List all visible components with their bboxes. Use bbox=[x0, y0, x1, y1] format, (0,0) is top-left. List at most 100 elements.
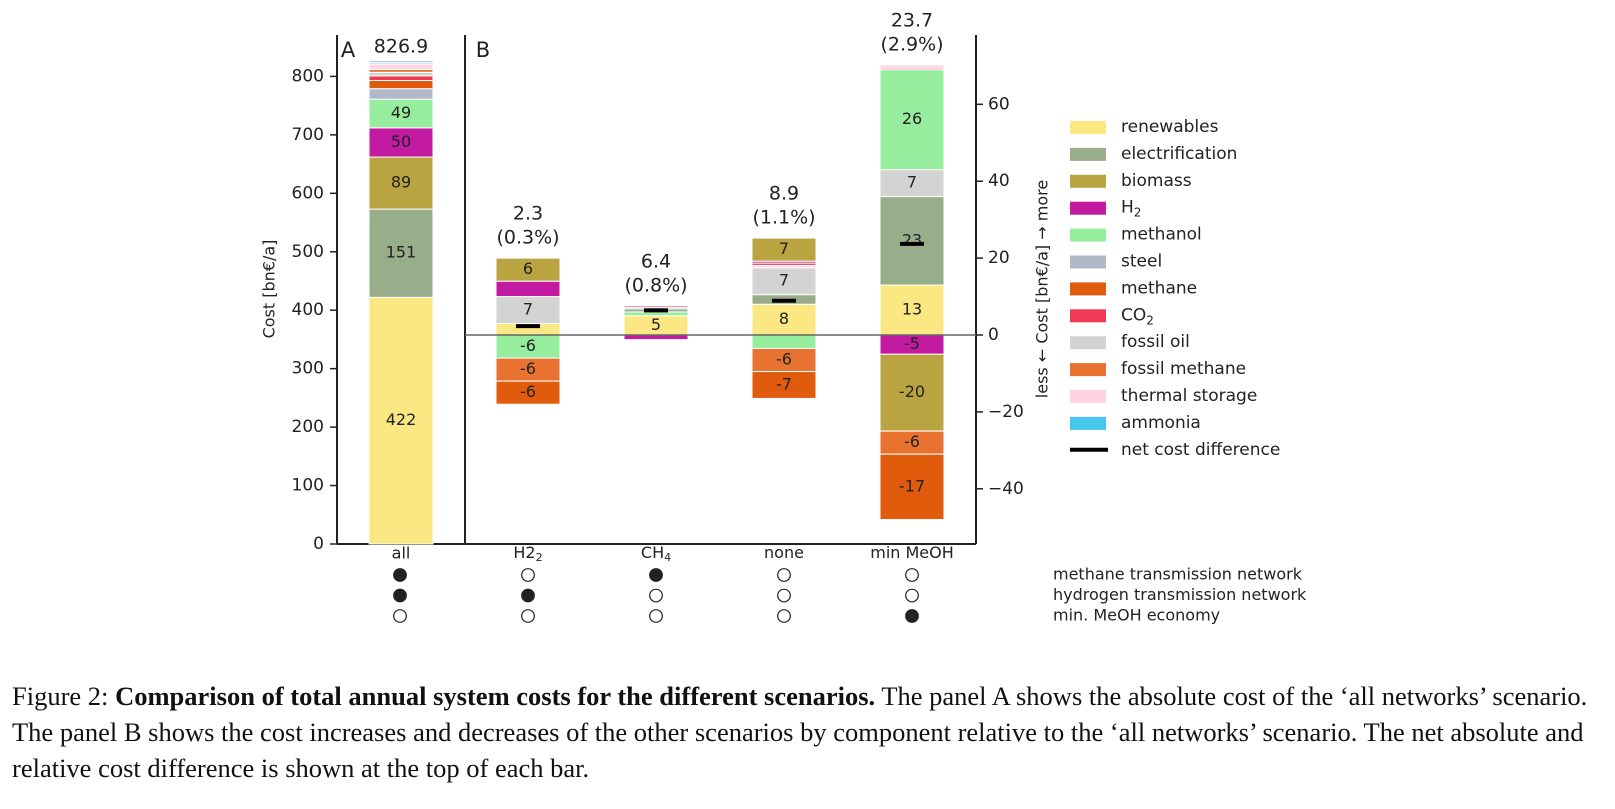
segment-label: -6 bbox=[520, 359, 536, 378]
scenario-dot-empty bbox=[649, 609, 663, 623]
scenario-dot-empty bbox=[905, 588, 919, 603]
legend-label: ammonia bbox=[1121, 413, 1201, 433]
scenario-dot-filled bbox=[393, 568, 407, 582]
legend-label: CO2 bbox=[1121, 305, 1154, 327]
legend-label: net cost difference bbox=[1121, 440, 1280, 460]
legend-swatch-electrification bbox=[1070, 147, 1106, 161]
bar-segment-renewables bbox=[879, 284, 945, 336]
segment-label: -6 bbox=[776, 349, 792, 368]
bar-segment-co2 bbox=[368, 75, 434, 81]
legend-swatch-fossil-methane bbox=[1070, 363, 1106, 377]
panel-b-ytick-label: 40 bbox=[988, 171, 1010, 191]
legend-label: H2 bbox=[1121, 198, 1141, 220]
panel-a-ytick-label: 200 bbox=[292, 417, 324, 437]
bar-segment-methane bbox=[495, 380, 561, 405]
panel-b-ytick-label: 20 bbox=[988, 248, 1010, 268]
net-cost-pct-label: (1.1%) bbox=[752, 207, 815, 229]
bar-segment-methane bbox=[751, 371, 817, 399]
panel-a-ytick-label: 0 bbox=[313, 534, 324, 554]
bar-segment-fossil-oil bbox=[751, 267, 817, 296]
segment-label: 7 bbox=[779, 239, 789, 258]
bar-segment-methanol bbox=[879, 69, 945, 171]
panel-a-label: A bbox=[341, 38, 356, 62]
panel-b-ylabel: less ← Cost [bn€/a] → more bbox=[1033, 180, 1052, 398]
caption-bold: Comparison of total annual system costs … bbox=[115, 681, 876, 711]
panel-a-ytick-label: 100 bbox=[292, 476, 324, 496]
net-cost-label: 2.3 bbox=[513, 203, 543, 225]
legend-label: biomass bbox=[1121, 171, 1192, 191]
scenario-row-label: hydrogen transmission network bbox=[1053, 585, 1307, 604]
segment-label: 6 bbox=[523, 259, 533, 278]
scenario-row-label: methane transmission network bbox=[1053, 565, 1303, 584]
segment-label: 7 bbox=[523, 300, 533, 319]
panel-b-label: B bbox=[476, 38, 490, 62]
panel-a: 0 100 200 300 400 500 600 700 800 Cost [bn€/a] A 42… bbox=[260, 35, 466, 563]
category-label: none bbox=[764, 543, 804, 562]
net-cost-pct-label: (2.9%) bbox=[880, 34, 943, 56]
legend-swatch-methane bbox=[1070, 282, 1106, 296]
bar-segment-methanol bbox=[623, 311, 689, 317]
category-label: CH4 bbox=[641, 543, 671, 565]
panel-b-ytick-label: −20 bbox=[988, 402, 1024, 422]
bar-segment-methanol bbox=[751, 334, 817, 349]
category-label: min MeOH bbox=[870, 543, 954, 562]
net-cost-label: 6.4 bbox=[641, 250, 671, 272]
legend: renewables electrification biomass H2 methan… bbox=[1070, 117, 1280, 460]
panel-a-ytick-label: 500 bbox=[292, 242, 324, 262]
net-cost-label: 23.7 bbox=[891, 10, 933, 32]
segment-label: -7 bbox=[776, 374, 792, 393]
bar-segment-fossil-oil bbox=[368, 71, 434, 77]
legend-swatch-steel bbox=[1070, 255, 1106, 269]
scenario-dot-empty bbox=[905, 568, 919, 582]
legend-swatch-biomass bbox=[1070, 174, 1106, 188]
legend-swatch-fossil-oil bbox=[1070, 336, 1106, 350]
bar-segment-biomass bbox=[495, 257, 561, 282]
segment-label: -17 bbox=[899, 476, 925, 495]
panel-b-ytick-label: 60 bbox=[988, 94, 1010, 114]
legend-label: fossil methane bbox=[1121, 359, 1246, 379]
bar-segment-fossil-oil bbox=[879, 169, 945, 198]
segment-label: 422 bbox=[386, 410, 417, 429]
panel-a-ytick-label: 600 bbox=[292, 183, 324, 203]
figure-caption: Figure 2: Comparison of total annual sys… bbox=[12, 678, 1607, 786]
category-label: H22 bbox=[513, 543, 542, 565]
bar-segment-thermal-storage bbox=[368, 63, 434, 70]
segment-label: -20 bbox=[899, 382, 925, 401]
scenario-dot-filled bbox=[393, 588, 407, 603]
caption-prefix: Figure 2: bbox=[12, 681, 116, 711]
bar-segment-co2 bbox=[623, 305, 689, 308]
segment-label: 8 bbox=[779, 309, 789, 328]
scenario-dot-empty bbox=[521, 568, 535, 582]
scenario-dot-filled bbox=[905, 609, 919, 623]
net-cost-label: 8.9 bbox=[769, 183, 799, 205]
bar-segment-steel bbox=[368, 60, 434, 64]
net-cost-pct-label: (0.3%) bbox=[496, 227, 559, 249]
legend-swatch-renewables bbox=[1070, 121, 1106, 134]
scenario-dot-filled bbox=[521, 588, 535, 603]
bar-segment-renewables bbox=[368, 296, 434, 545]
legend-swatch-thermal-storage bbox=[1070, 390, 1106, 403]
scenario-dot-filled bbox=[649, 568, 663, 582]
legend-label: electrification bbox=[1121, 144, 1237, 164]
panel-a-ytick-label: 300 bbox=[292, 359, 324, 379]
bar-segment-methane bbox=[368, 79, 434, 90]
legend-label: steel bbox=[1121, 252, 1162, 272]
legend-swatch-ammonia bbox=[1070, 416, 1106, 430]
legend-swatch-co2 bbox=[1070, 309, 1106, 323]
legend-swatch-methanol bbox=[1070, 228, 1106, 242]
scenario-dot-empty bbox=[777, 568, 791, 582]
panel-a-ytick-label: 400 bbox=[292, 300, 324, 320]
segment-label: 7 bbox=[779, 271, 789, 290]
bar-segment-steel bbox=[368, 88, 434, 100]
scenario-dot-empty bbox=[777, 609, 791, 623]
legend-label: fossil oil bbox=[1121, 332, 1190, 352]
segment-label: 13 bbox=[902, 300, 922, 319]
scenario-dot-empty bbox=[393, 609, 407, 623]
panel-a-ytick-label: 800 bbox=[292, 66, 324, 86]
panel-b-ytick-label: −40 bbox=[988, 479, 1024, 499]
legend-label: methanol bbox=[1121, 225, 1202, 245]
legend-label: renewables bbox=[1121, 117, 1219, 137]
segment-label: -6 bbox=[904, 432, 920, 451]
bar-segment-biomass bbox=[879, 353, 945, 432]
